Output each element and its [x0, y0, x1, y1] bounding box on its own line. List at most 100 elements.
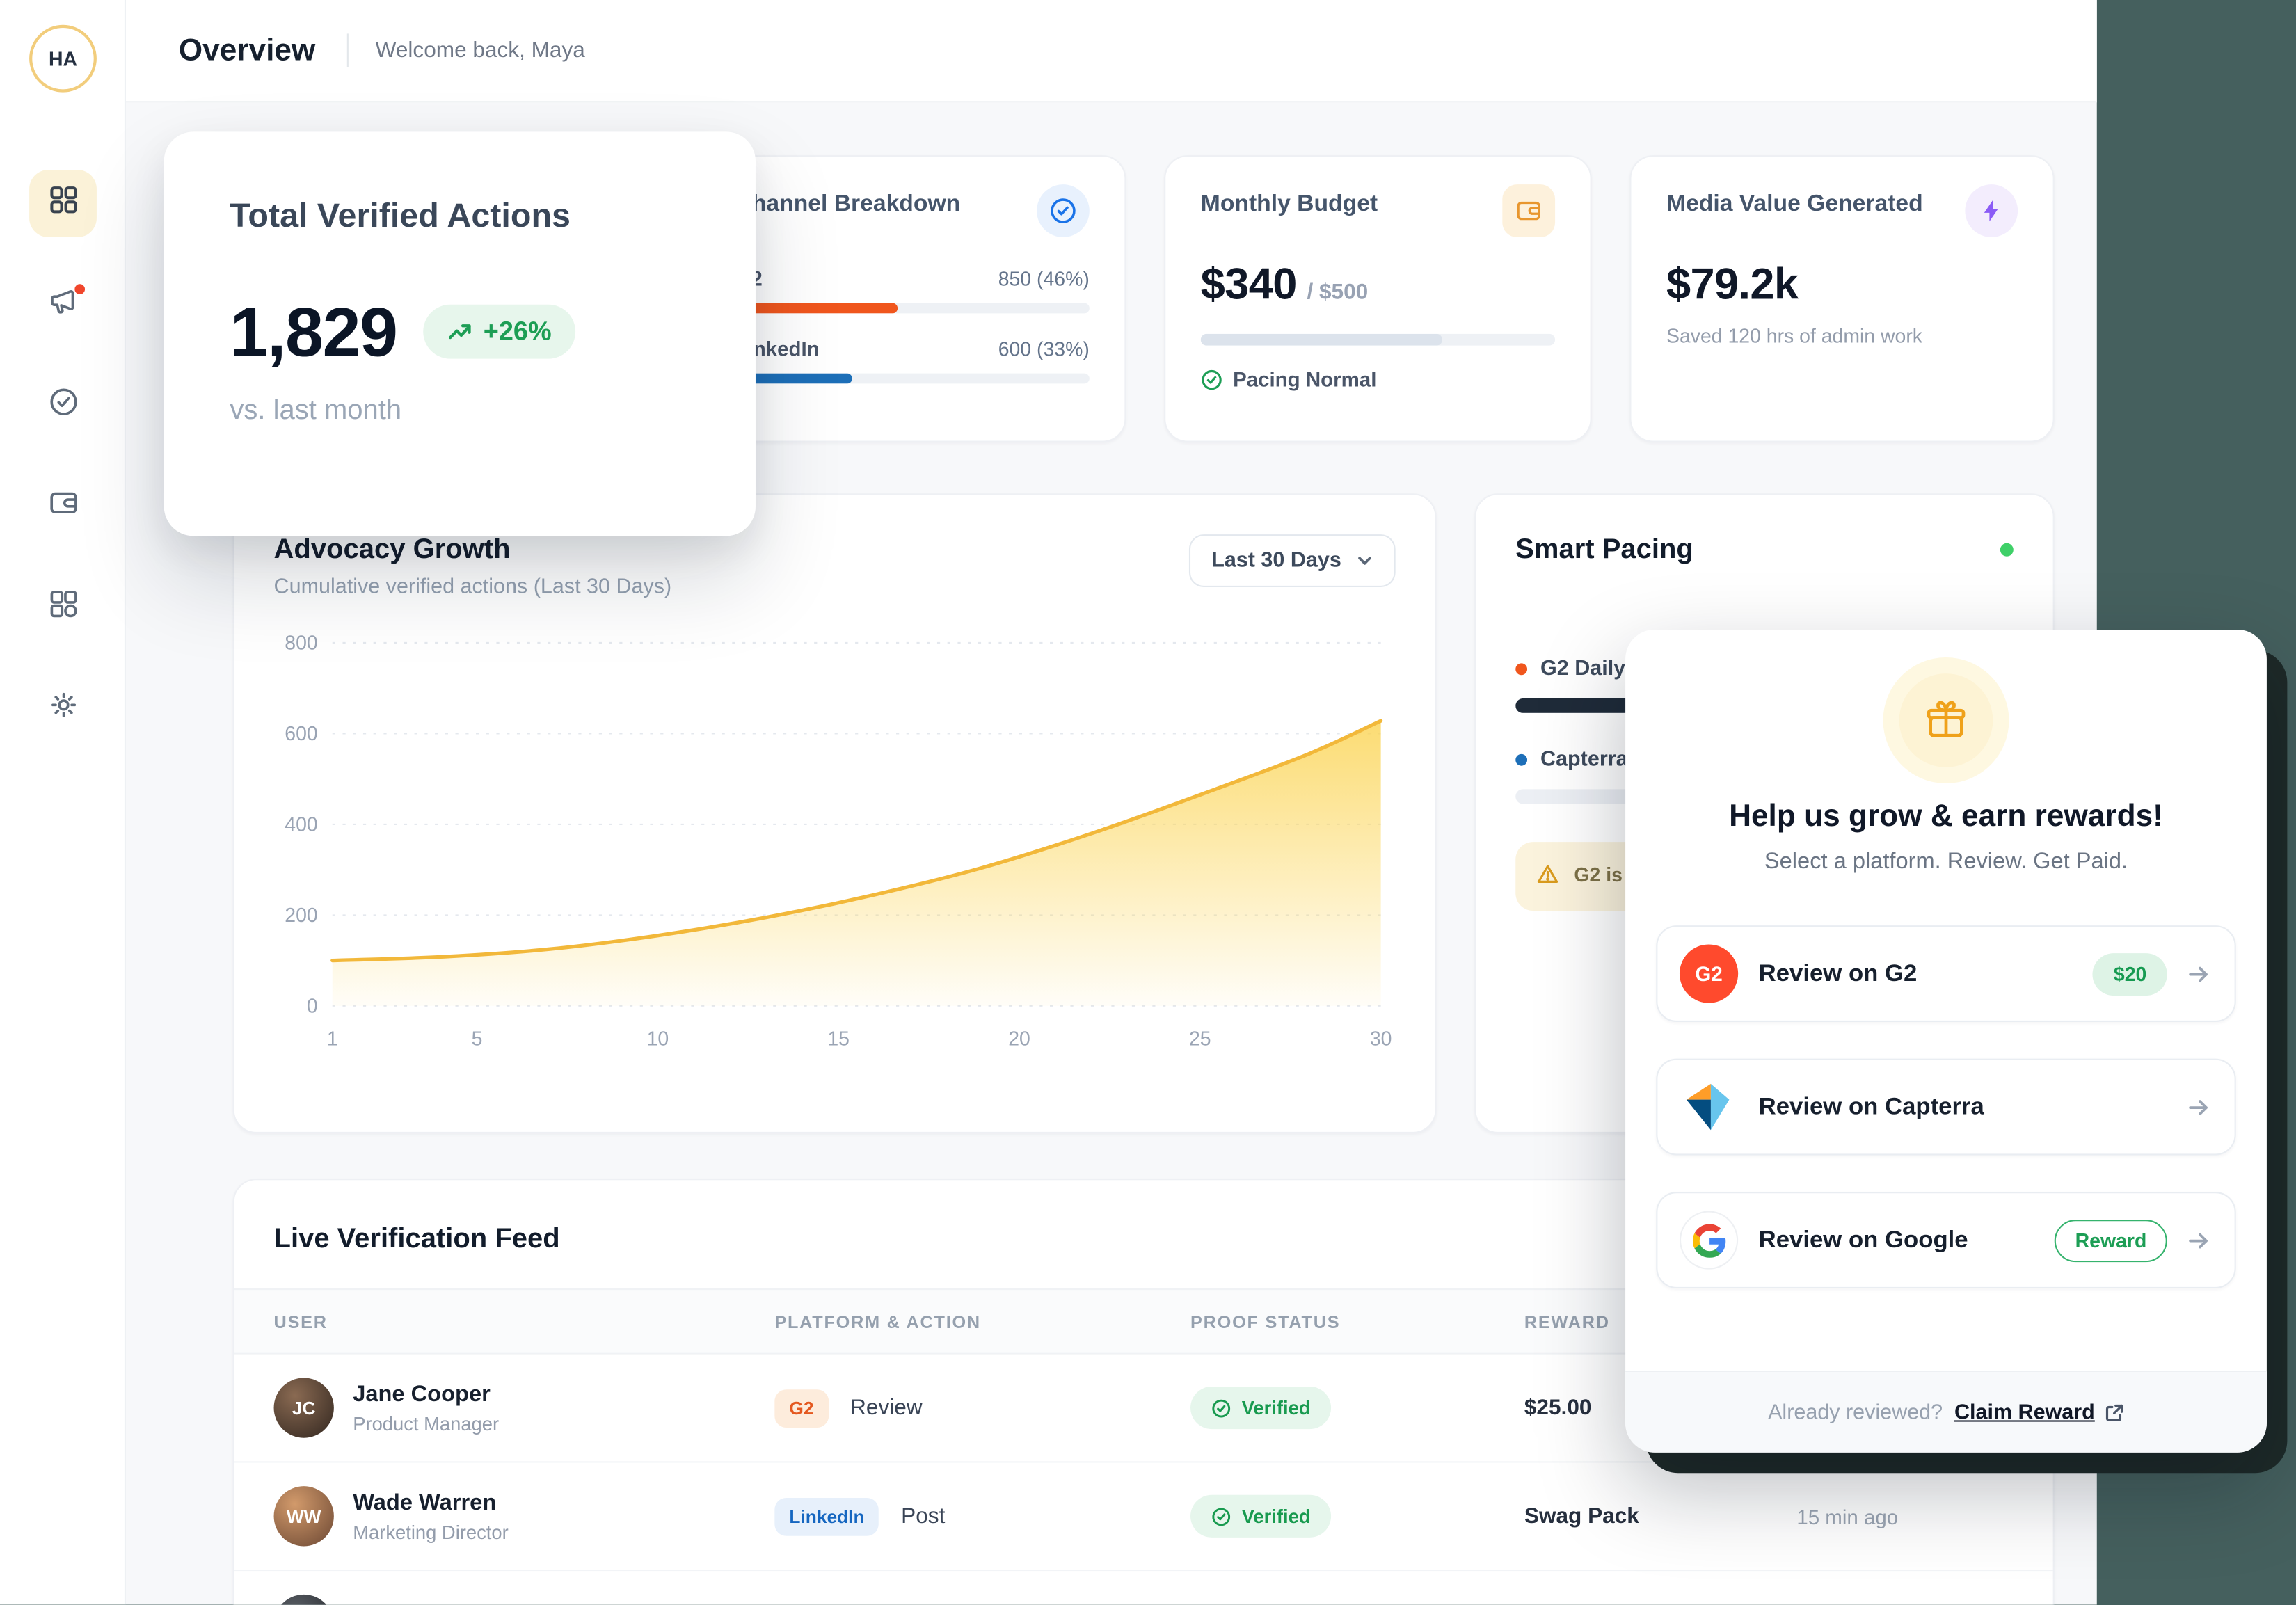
reward-amount-badge: $20 [2093, 952, 2167, 996]
green-check-icon [1201, 368, 1223, 390]
sidebar-item-campaigns[interactable] [29, 271, 97, 338]
status-text: Verified [1241, 1396, 1311, 1419]
notification-dot [73, 282, 87, 296]
media-value-card: Media Value Generated $79.2k Saved 120 h… [1629, 155, 2055, 442]
page-title: Overview [178, 33, 316, 67]
chevron-down-icon [1356, 552, 1373, 569]
user-name: Jane Cooper [353, 1381, 491, 1407]
pacing-label: Capterra [1540, 748, 1628, 772]
verified-check-icon [1211, 1506, 1231, 1526]
delta-text: +26% [483, 316, 552, 346]
svg-text:20: 20 [1008, 1028, 1030, 1051]
svg-text:600: 600 [285, 723, 317, 745]
sidebar-item-integrations[interactable] [29, 574, 97, 641]
avatar: WW [273, 1486, 334, 1547]
svg-text:1: 1 [327, 1028, 338, 1051]
media-value-caption: Saved 120 hrs of admin work [1666, 325, 1923, 347]
claim-reward-text: Claim Reward [1954, 1400, 2095, 1424]
arrow-right-icon [2186, 1228, 2211, 1253]
google-logo [1679, 1211, 1739, 1270]
budget-bar-track [1200, 333, 1556, 346]
pacing-status-text: Pacing Normal [1233, 367, 1377, 391]
verified-check-icon [1211, 1398, 1231, 1418]
option-label: Review on Capterra [1758, 1093, 1984, 1119]
review-on-g2-option[interactable]: G2 Review on G2 $20 [1656, 925, 2236, 1023]
status-badge: Verified [1190, 1387, 1332, 1430]
channel-bar-track [735, 303, 1090, 314]
option-label: Review on Google [1758, 1226, 1968, 1253]
advocacy-growth-subtitle: Cumulative verified actions (Last 30 Day… [273, 575, 672, 599]
smart-pacing-title: Smart Pacing [1515, 534, 1693, 566]
modal-subtitle: Select a platform. Review. Get Paid. [1764, 849, 2128, 875]
app-logo[interactable]: HA [29, 24, 97, 93]
review-on-capterra-option[interactable]: Review on Capterra [1656, 1058, 2236, 1156]
user-role: Product Manager [353, 1412, 500, 1435]
media-value-amount: $79.2k [1666, 260, 1799, 310]
platform-badge: LinkedIn [774, 1496, 879, 1535]
svg-text:5: 5 [472, 1028, 483, 1051]
channel-value: 850 (46%) [998, 268, 1090, 290]
monthly-budget-card: Monthly Budget $340 / $500 Pacing Normal [1164, 155, 1592, 442]
claim-reward-link[interactable]: Claim Reward [1954, 1400, 2124, 1424]
sidebar-item-settings[interactable] [29, 675, 97, 742]
column-header-user: USER [273, 1311, 328, 1332]
time-value: 15 min ago [1796, 1504, 1899, 1528]
budget-amount: $340 [1200, 260, 1298, 310]
megaphone-icon [46, 284, 79, 325]
date-range-value: Last 30 Days [1211, 549, 1341, 573]
g2-bullet-dot [1515, 663, 1528, 676]
media-value-title: Media Value Generated [1666, 191, 1923, 217]
channel-row-g2: G2 850 (46%) [735, 266, 1090, 314]
channel-breakdown-title: Channel Breakdown [735, 191, 961, 217]
option-label: Review on G2 [1758, 959, 1918, 987]
gear-icon [46, 688, 79, 729]
channel-bar-track [735, 373, 1090, 384]
channel-bar-fill-linkedin [735, 373, 852, 384]
status-text: Verified [1241, 1505, 1311, 1528]
platform-badge: G2 [774, 1389, 829, 1427]
capterra-logo [1680, 1078, 1738, 1136]
svg-text:800: 800 [285, 632, 317, 654]
total-verified-actions-caption: vs. last month [230, 395, 402, 426]
svg-text:200: 200 [285, 904, 317, 927]
verified-check-icon [1037, 184, 1090, 237]
svg-text:25: 25 [1189, 1028, 1211, 1051]
column-header-reward: REWARD [1524, 1311, 1610, 1332]
svg-text:400: 400 [285, 813, 317, 836]
trend-up-icon [447, 319, 473, 345]
pacing-label: G2 Daily [1540, 657, 1626, 681]
column-header-platform: PLATFORM & ACTION [774, 1311, 981, 1332]
review-on-google-option[interactable]: Review on Google Reward [1656, 1192, 2236, 1289]
feed-title: Live Verification Feed [273, 1224, 560, 1255]
sidebar: HA [0, 0, 126, 1605]
sidebar-item-verifications[interactable] [29, 372, 97, 440]
monthly-budget-title: Monthly Budget [1200, 191, 1378, 217]
sidebar-item-wallet[interactable] [29, 473, 97, 541]
table-row-partial [234, 1571, 2053, 1605]
check-circle-icon [46, 385, 79, 426]
user-role: Marketing Director [353, 1520, 509, 1543]
rewards-modal: Help us grow & earn rewards! Select a pl… [1625, 629, 2267, 1453]
sidebar-item-dashboard[interactable] [29, 170, 97, 237]
dashboard-grid-icon [46, 183, 79, 224]
channel-breakdown-card: Channel Breakdown G2 850 (46%) LinkedIn … [698, 155, 1126, 442]
advocacy-growth-card: Advocacy Growth Cumulative verified acti… [232, 493, 1437, 1133]
lightning-icon [1965, 184, 2018, 237]
budget-bar-fill [1200, 333, 1442, 346]
advocacy-growth-title: Advocacy Growth [273, 534, 511, 566]
channel-value: 600 (33%) [998, 338, 1090, 360]
column-header-status: PROOF STATUS [1190, 1311, 1341, 1332]
channel-bar-fill-g2 [735, 303, 898, 314]
capterra-bullet-dot [1515, 753, 1528, 766]
gift-icon [1899, 673, 1993, 767]
modal-title: Help us grow & earn rewards! [1729, 799, 2163, 833]
date-range-dropdown[interactable]: Last 30 Days [1189, 534, 1396, 587]
arrow-right-icon [2186, 961, 2211, 987]
live-status-dot [2000, 543, 2014, 557]
total-verified-actions-value: 1,829 [230, 292, 398, 371]
external-link-icon [2103, 1402, 2123, 1422]
blocks-icon [46, 587, 79, 628]
status-badge: Verified [1190, 1494, 1332, 1538]
reward-value: $25.00 [1524, 1395, 1592, 1421]
